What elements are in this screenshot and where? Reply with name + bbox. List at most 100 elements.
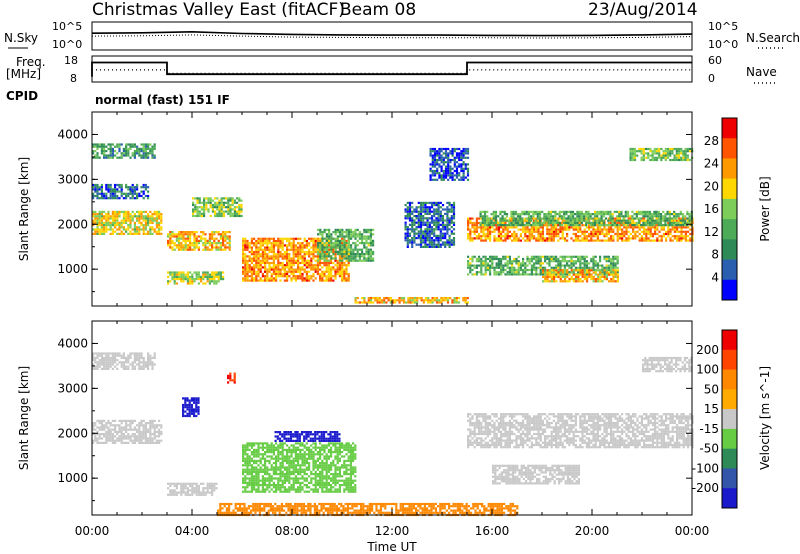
echo-cell	[109, 145, 112, 148]
echo-cell	[286, 255, 289, 258]
echo-cell	[167, 244, 170, 247]
echo-cell	[666, 156, 670, 159]
echo-cell	[270, 248, 273, 251]
echo-cell	[521, 224, 524, 227]
echo-cell	[229, 214, 232, 218]
echo-cell	[266, 237, 269, 240]
echo-cell	[521, 210, 524, 213]
nsky-tick-top: 10^5	[52, 20, 82, 33]
echo-cell	[525, 217, 528, 220]
echo-cell	[544, 257, 547, 261]
echo-cell	[153, 145, 156, 148]
echo-cell	[198, 210, 201, 213]
echo-cell	[599, 239, 602, 242]
echo-cell	[455, 174, 459, 177]
echo-cell	[526, 255, 529, 258]
echo-cell	[305, 270, 308, 273]
echo-cell	[191, 280, 194, 283]
echo-cell	[444, 156, 448, 159]
echo-cell	[605, 275, 608, 278]
echo-cell	[314, 242, 317, 245]
echo-cell	[673, 230, 676, 233]
echo-cell	[538, 221, 542, 224]
echo-cell	[484, 268, 487, 272]
echo-cell	[448, 210, 451, 213]
echo-cell	[411, 221, 414, 224]
echo-cell	[662, 154, 665, 157]
echo-cell	[227, 197, 230, 200]
echo-cell	[142, 217, 145, 220]
echo-cell	[206, 275, 209, 278]
echo-cell	[178, 275, 181, 278]
echo-cell	[500, 264, 503, 267]
echo-cell	[569, 217, 572, 220]
echo-cell	[147, 145, 150, 148]
echo-cell	[555, 255, 558, 258]
echo-cell	[229, 203, 232, 207]
echo-cell	[440, 150, 443, 153]
echo-cell	[637, 221, 641, 224]
echo-cell	[466, 297, 469, 300]
echo-cell	[350, 237, 353, 240]
echo-cell	[301, 272, 304, 276]
echo-cell	[513, 237, 516, 240]
echo-cell	[406, 206, 409, 209]
echo-cell	[352, 233, 355, 236]
echo-cell	[633, 150, 637, 153]
echo-cell	[585, 266, 588, 269]
echo-cell	[122, 232, 125, 235]
echo-cell	[413, 232, 416, 235]
echo-cell	[673, 237, 676, 240]
echo-cell	[231, 208, 234, 211]
echo-cell	[442, 163, 445, 166]
echo-cell	[194, 203, 197, 207]
echo-cell	[686, 217, 689, 220]
echo-cell	[211, 278, 214, 281]
echo-cell	[220, 206, 223, 209]
echo-cell	[308, 259, 311, 262]
echo-cell	[103, 143, 106, 146]
echo-cell	[217, 273, 220, 276]
echo-cell	[147, 224, 150, 227]
echo-cell	[504, 264, 507, 267]
echo-cell	[345, 248, 348, 251]
echo-cell	[684, 230, 687, 233]
echo-cell	[109, 217, 112, 220]
echo-cell	[614, 255, 617, 258]
echo-cell	[462, 154, 465, 157]
echo-cell	[522, 260, 525, 263]
echo-cell	[142, 143, 145, 146]
echo-cell	[111, 221, 114, 224]
echo-cell	[521, 219, 524, 222]
echo-cell	[563, 239, 566, 242]
echo-cell	[216, 212, 219, 215]
echo-cell	[469, 264, 472, 267]
echo-cell	[530, 264, 533, 267]
echo-cell	[367, 228, 370, 231]
echo-cell	[585, 230, 588, 233]
echo-cell	[211, 199, 214, 202]
echo-cell	[169, 235, 172, 238]
echo-cell	[631, 154, 634, 157]
echo-cell	[511, 226, 514, 229]
echo-cell	[428, 245, 431, 248]
echo-cell	[469, 271, 472, 274]
echo-cell	[217, 280, 220, 283]
colorbar-segment	[722, 279, 737, 301]
echo-cell	[138, 210, 141, 213]
echo-cell	[502, 230, 505, 233]
echo-cell	[367, 250, 370, 253]
echo-cell	[440, 299, 443, 302]
echo-cell	[204, 271, 207, 274]
echo-cell	[437, 234, 440, 237]
echo-cell	[439, 223, 442, 226]
echo-cell	[167, 235, 170, 238]
echo-cell	[248, 259, 251, 262]
echo-cell	[218, 199, 221, 202]
echo-cell	[266, 257, 269, 260]
echo-cell	[508, 268, 511, 272]
echo-cell	[681, 221, 685, 224]
echo-cell	[605, 273, 608, 276]
echo-cell	[409, 297, 412, 300]
echo-cell	[189, 239, 192, 242]
